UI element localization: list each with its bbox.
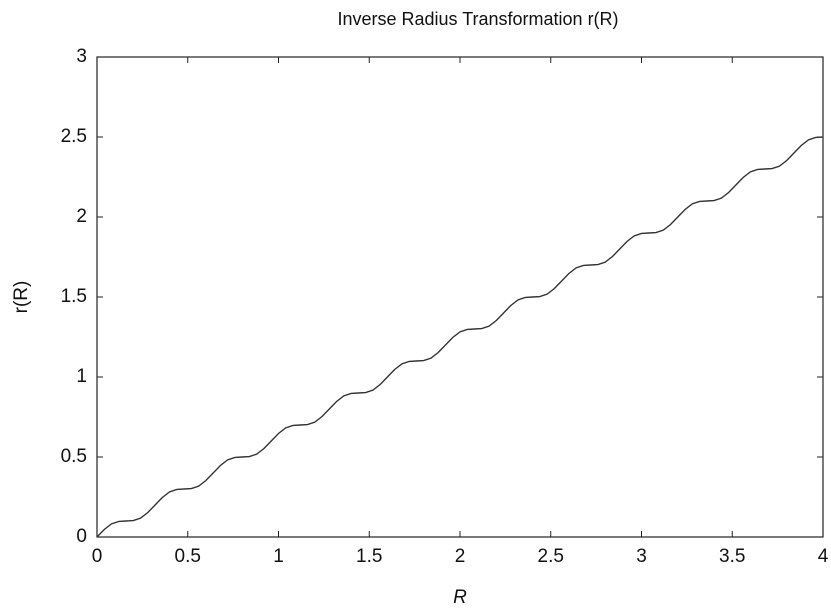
x-tick-label: 1.5 (356, 546, 382, 567)
x-tick-label: 3 (636, 546, 647, 567)
chart-title: Inverse Radius Transformation r(R) (337, 9, 618, 29)
x-tick-label: 2 (455, 546, 466, 567)
y-tick-label: 3 (76, 46, 87, 67)
x-axis-label: R (453, 587, 467, 608)
x-tick-label: 3.5 (719, 546, 745, 567)
data-line (96, 136, 824, 538)
y-axis-label: r(R) (11, 281, 32, 314)
x-tick-label: 0 (92, 546, 103, 567)
y-tick-label: 1 (76, 366, 87, 387)
y-tick-label: 0 (76, 526, 87, 547)
plot-frame (96, 56, 824, 538)
x-tick-label: 4 (818, 546, 829, 567)
y-tick-label: 2 (76, 206, 87, 227)
x-tick-label: 2.5 (538, 546, 564, 567)
y-tick-label: 2.5 (61, 126, 87, 147)
x-tick-label: 1 (273, 546, 284, 567)
y-tick-label: 0.5 (61, 446, 87, 467)
y-tick-label: 1.5 (61, 286, 87, 307)
x-tick-label: 0.5 (175, 546, 201, 567)
